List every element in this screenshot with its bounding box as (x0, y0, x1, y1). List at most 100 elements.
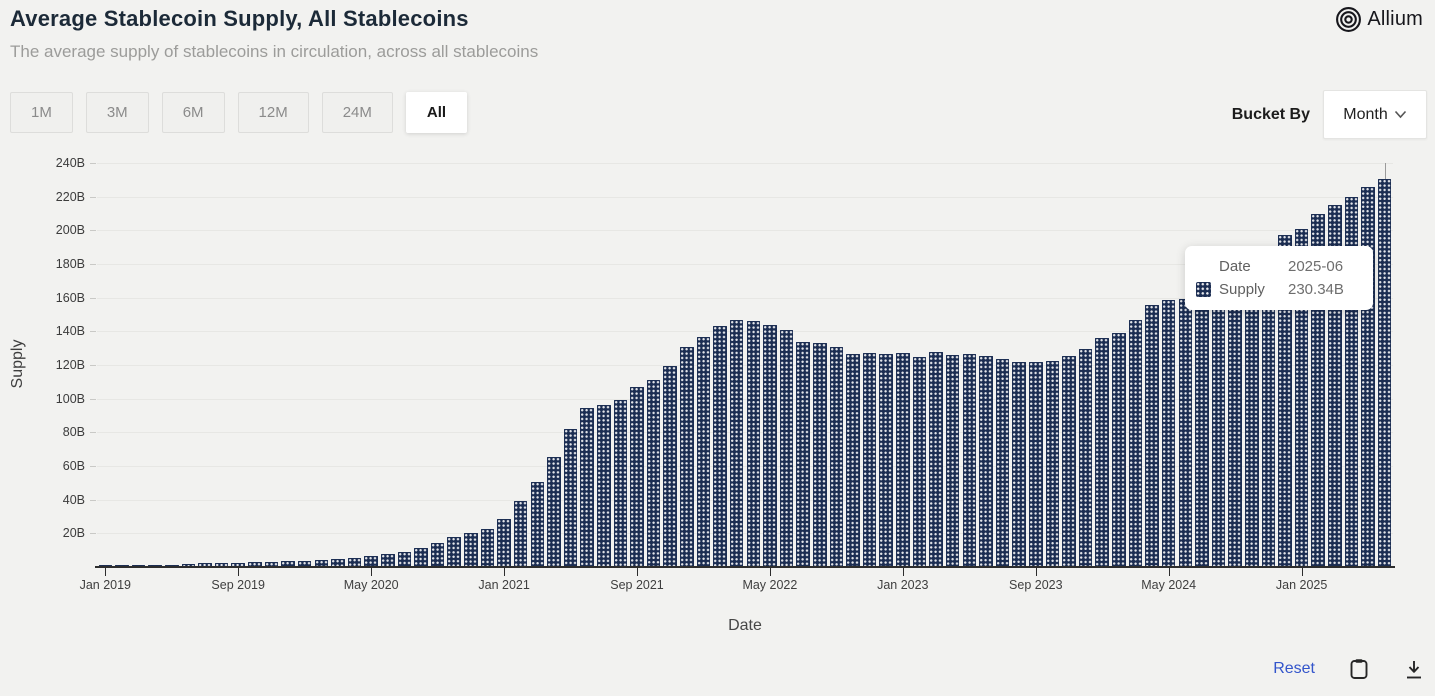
bar-2020-09[interactable] (430, 542, 445, 567)
bar-2020-08[interactable] (414, 548, 428, 567)
bar-2020-06[interactable] (381, 554, 395, 567)
bar-2022-02[interactable] (713, 325, 727, 567)
download-button[interactable] (1403, 658, 1425, 680)
bar-2024-10[interactable] (1245, 277, 1259, 567)
bar-2020-11[interactable] (464, 532, 478, 567)
bucket-by-dropdown[interactable]: Month (1323, 90, 1427, 139)
bar-2024-05[interactable] (1161, 300, 1176, 567)
bar-2020-07[interactable] (397, 552, 412, 567)
bar-2025-06[interactable] (1377, 179, 1392, 567)
bar-2025-05[interactable] (1361, 186, 1375, 567)
bar-2020-03[interactable] (331, 559, 345, 567)
gridline-220B (97, 196, 1393, 198)
bar-2022-01[interactable] (696, 337, 711, 567)
bar-2022-04[interactable] (746, 320, 761, 567)
bar-2020-01[interactable] (297, 560, 312, 567)
bar-2020-12[interactable] (480, 528, 495, 567)
y-tick-mark (90, 398, 96, 400)
range-button-24m[interactable]: 24M (321, 92, 393, 133)
bar-2024-06[interactable] (1178, 299, 1193, 567)
bar-2021-11[interactable] (663, 365, 677, 567)
bar-2019-07[interactable] (198, 563, 212, 567)
bar-2019-05[interactable] (165, 564, 179, 567)
bar-2022-10[interactable] (846, 353, 860, 567)
bar-2022-07[interactable] (796, 341, 810, 567)
bar-2024-12[interactable] (1278, 235, 1292, 567)
y-tick-label: 60B (62, 459, 85, 473)
bar-2019-10[interactable] (248, 562, 262, 567)
x-tick-mark (371, 568, 373, 576)
bar-2022-03[interactable] (729, 320, 744, 567)
bar-2023-08[interactable] (1012, 361, 1026, 567)
bar-2022-05[interactable] (763, 325, 777, 567)
download-icon (1404, 659, 1424, 680)
bar-2023-04[interactable] (945, 354, 960, 567)
copy-to-clipboard-button[interactable] (1348, 658, 1370, 680)
bar-2019-12[interactable] (281, 561, 295, 567)
x-tick-label: Jan 2021 (478, 578, 530, 592)
bar-2023-09[interactable] (1029, 361, 1043, 567)
bar-2021-06[interactable] (580, 408, 594, 567)
bar-2021-04[interactable] (547, 457, 561, 567)
bar-2022-06[interactable] (779, 329, 794, 567)
page-subtitle: The average supply of stablecoins in cir… (10, 42, 539, 61)
y-tick-label: 240B (55, 156, 85, 170)
bar-2021-03[interactable] (530, 482, 545, 567)
bar-2023-12[interactable] (1078, 348, 1093, 567)
bar-2020-04[interactable] (347, 557, 362, 567)
bar-2024-08[interactable] (1211, 299, 1226, 567)
range-button-1m[interactable]: 1M (10, 92, 73, 133)
bar-2024-11[interactable] (1261, 255, 1276, 567)
y-tick-label: 140B (55, 324, 85, 339)
bar-2019-11[interactable] (264, 561, 279, 567)
bar-2024-01[interactable] (1095, 338, 1109, 567)
bar-2022-12[interactable] (879, 353, 893, 567)
range-button-3m[interactable]: 3M (85, 92, 149, 133)
bar-2021-02[interactable] (513, 500, 528, 567)
x-tick-label: Sep 2019 (211, 578, 265, 592)
bar-2024-04[interactable] (1145, 305, 1159, 567)
bar-2023-06[interactable] (979, 356, 993, 567)
bar-2022-09[interactable] (829, 346, 844, 567)
bar-2023-07[interactable] (995, 359, 1010, 567)
reset-button[interactable]: Reset (1273, 660, 1315, 677)
bar-2024-03[interactable] (1128, 319, 1143, 567)
bar-2019-08[interactable] (214, 563, 229, 567)
bar-2021-07[interactable] (597, 404, 611, 567)
bar-2021-08[interactable] (613, 400, 628, 567)
y-tick-label: 120B (55, 358, 85, 372)
bar-2019-09[interactable] (231, 562, 245, 567)
bar-2021-10[interactable] (646, 379, 661, 567)
bar-2023-01[interactable] (896, 352, 910, 567)
bar-2021-12[interactable] (680, 346, 694, 567)
range-button-12m[interactable]: 12M (237, 92, 309, 133)
bar-2019-04[interactable] (148, 564, 162, 567)
tooltip-supply-value: 230.34B (1288, 281, 1344, 298)
bar-2025-01[interactable] (1294, 228, 1309, 567)
bar-2024-07[interactable] (1195, 301, 1209, 567)
bar-2021-01[interactable] (497, 518, 511, 567)
gridline-140B (97, 331, 1393, 333)
y-tick-label: 160B (55, 290, 85, 305)
gridline-200B (97, 230, 1393, 232)
range-button-6m[interactable]: 6M (161, 92, 225, 133)
plot-area[interactable] (97, 163, 1393, 567)
bucket-by-label: Bucket By (1231, 105, 1310, 123)
bar-2020-02[interactable] (314, 560, 329, 567)
bar-2023-02[interactable] (912, 357, 927, 567)
bar-2020-05[interactable] (364, 556, 378, 567)
bar-2021-09[interactable] (630, 386, 644, 567)
bar-2023-03[interactable] (929, 351, 943, 567)
bar-2020-10[interactable] (447, 536, 461, 567)
bar-2024-02[interactable] (1112, 332, 1126, 567)
bar-2021-05[interactable] (563, 428, 578, 567)
bar-2022-08[interactable] (813, 342, 827, 567)
range-button-all[interactable]: All (405, 92, 468, 133)
bar-2019-06[interactable] (181, 564, 196, 567)
bar-2024-09[interactable] (1228, 298, 1242, 567)
bar-2022-11[interactable] (862, 352, 877, 567)
bar-2023-05[interactable] (962, 354, 977, 567)
bar-2023-11[interactable] (1062, 356, 1076, 567)
y-tick-mark (90, 331, 96, 333)
bar-2023-10[interactable] (1045, 361, 1060, 567)
